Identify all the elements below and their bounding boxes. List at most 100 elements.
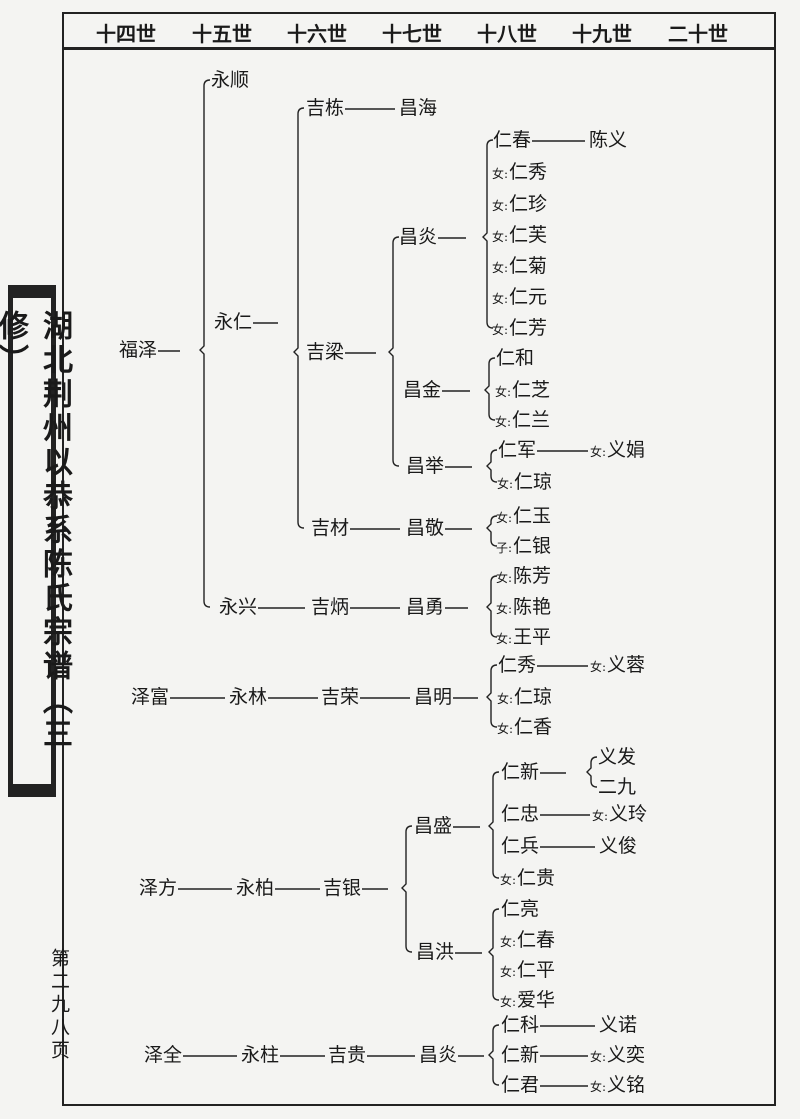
gender-prefix: 女: xyxy=(500,995,517,1009)
person-name: 仁忠 xyxy=(501,803,540,825)
person-name: 仁兰 xyxy=(512,409,551,431)
person-name: 仁芝 xyxy=(512,379,551,401)
person-node: 女:仁芝 xyxy=(495,379,550,403)
person-node: 永柏 xyxy=(235,877,274,901)
person-node: 义发 xyxy=(597,746,636,770)
gender-prefix: 子: xyxy=(496,541,513,555)
person-name: 昌洪 xyxy=(416,941,455,963)
person-name: 仁春 xyxy=(493,129,532,151)
generation-18: 十八世 xyxy=(477,22,537,46)
person-node: 女:仁平 xyxy=(500,959,555,983)
person-name: 义奕 xyxy=(607,1044,646,1066)
person-node: 女:仁香 xyxy=(497,716,552,740)
person-node: 昌洪 xyxy=(415,941,454,965)
gender-prefix: 女: xyxy=(590,445,607,459)
person-name: 仁兵 xyxy=(501,835,540,857)
generation-17: 十七世 xyxy=(382,22,442,46)
person-node: 昌敬 xyxy=(405,517,444,541)
person-node: 女:仁琼 xyxy=(497,471,552,495)
bracket xyxy=(484,357,496,421)
person-node: 女:仁芳 xyxy=(492,317,547,341)
bracket xyxy=(488,908,500,1001)
person-node: 女:王平 xyxy=(496,626,551,650)
side-title-box: 湖北荆州以恭系陈氏宗谱（三修） xyxy=(0,285,72,797)
person-name: 吉银 xyxy=(323,877,362,899)
person-node: 女:仁兰 xyxy=(495,409,550,433)
person-node: 女:仁珍 xyxy=(492,193,547,217)
person-node: 昌勇 xyxy=(405,596,444,620)
person-name: 永仁 xyxy=(214,311,253,333)
person-node: 女:陈芳 xyxy=(496,565,551,589)
person-node: 昌炎 xyxy=(398,226,437,250)
person-node: 永林 xyxy=(228,686,267,710)
person-node: 仁兵 xyxy=(500,835,539,859)
person-node: 福泽 xyxy=(118,339,157,363)
person-node: 女:仁春 xyxy=(500,929,555,953)
person-name: 仁琼 xyxy=(514,686,553,708)
bracket xyxy=(401,825,413,953)
person-name: 仁元 xyxy=(509,286,548,308)
gender-prefix: 女: xyxy=(492,167,509,181)
person-node: 泽富 xyxy=(130,686,169,710)
person-node: 仁科 xyxy=(500,1014,539,1038)
generation-20: 二十世 xyxy=(668,22,728,46)
person-node: 泽方 xyxy=(138,877,177,901)
generation-19: 十九世 xyxy=(572,22,632,46)
person-name: 昌海 xyxy=(399,97,438,119)
person-name: 昌盛 xyxy=(414,815,453,837)
person-node: 女:仁玉 xyxy=(496,505,551,529)
person-name: 永柱 xyxy=(241,1044,280,1066)
person-node: 女:义奕 xyxy=(590,1044,645,1068)
person-name: 仁和 xyxy=(496,347,535,369)
person-name: 义娟 xyxy=(607,439,646,461)
person-name: 仁春 xyxy=(517,929,556,951)
generation-15: 十五世 xyxy=(192,22,252,46)
gender-prefix: 女: xyxy=(500,873,517,887)
person-name: 吉梁 xyxy=(306,341,345,363)
person-node: 昌炎 xyxy=(418,1044,457,1068)
person-node: 子:仁银 xyxy=(496,535,551,559)
person-node: 吉荣 xyxy=(320,686,359,710)
person-node: 二九 xyxy=(597,776,636,800)
person-name: 仁菊 xyxy=(509,255,548,277)
gender-prefix: 女: xyxy=(500,935,517,949)
bracket xyxy=(486,515,498,547)
gender-prefix: 女: xyxy=(590,1080,607,1094)
person-node: 女:仁芙 xyxy=(492,224,547,248)
person-name: 昌勇 xyxy=(406,596,445,618)
person-node: 吉贵 xyxy=(327,1044,366,1068)
person-node: 女:仁琼 xyxy=(497,686,552,710)
person-node: 吉梁 xyxy=(305,341,344,365)
person-name: 福泽 xyxy=(119,339,158,361)
gender-prefix: 女: xyxy=(496,602,513,616)
person-node: 永柱 xyxy=(240,1044,279,1068)
person-name: 昌炎 xyxy=(399,226,438,248)
person-name: 仁军 xyxy=(498,439,537,461)
gender-prefix: 女: xyxy=(496,571,513,585)
person-name: 义蓉 xyxy=(607,654,646,676)
person-name: 仁琼 xyxy=(514,471,553,493)
person-name: 义玲 xyxy=(609,803,648,825)
person-name: 昌明 xyxy=(414,686,453,708)
person-name: 仁玉 xyxy=(513,505,552,527)
gender-prefix: 女: xyxy=(592,809,609,823)
bracket xyxy=(482,139,494,329)
bracket xyxy=(488,771,500,879)
person-node: 昌明 xyxy=(413,686,452,710)
person-node: 吉炳 xyxy=(310,596,349,620)
bracket xyxy=(486,449,498,483)
gender-prefix: 女: xyxy=(496,511,513,525)
person-name: 仁贵 xyxy=(517,867,556,889)
person-node: 仁君 xyxy=(500,1074,539,1098)
person-node: 义俊 xyxy=(598,835,637,859)
person-name: 仁亮 xyxy=(501,898,540,920)
page-frame xyxy=(62,12,776,1106)
person-name: 吉材 xyxy=(311,517,350,539)
person-node: 女:仁菊 xyxy=(492,255,547,279)
person-name: 爱华 xyxy=(517,989,556,1011)
bracket xyxy=(388,236,400,467)
person-name: 仁银 xyxy=(513,535,552,557)
person-name: 昌炎 xyxy=(419,1044,458,1066)
person-node: 仁军 xyxy=(497,439,536,463)
